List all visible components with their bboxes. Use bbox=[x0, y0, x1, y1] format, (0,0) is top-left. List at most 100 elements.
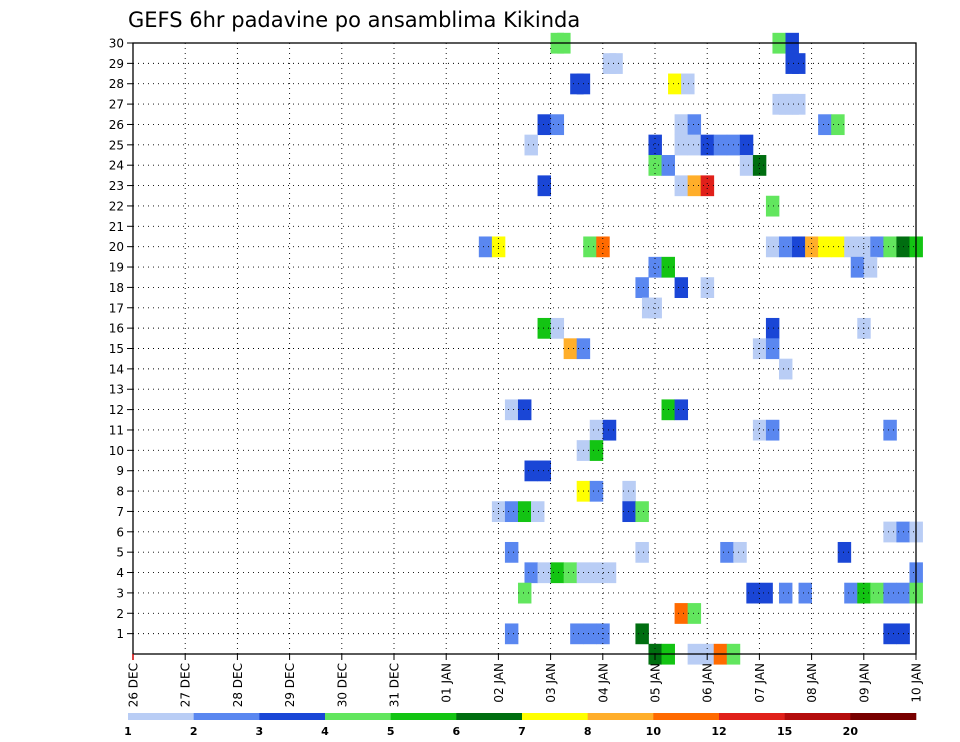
y-tick-label: 7 bbox=[116, 505, 124, 519]
x-tick-label: 06 JAN bbox=[701, 663, 715, 703]
heatmap-cell bbox=[687, 114, 702, 136]
colorbar-label: 7 bbox=[518, 725, 526, 738]
heatmap-cell bbox=[765, 236, 780, 258]
x-tick-label: 08 JAN bbox=[805, 663, 819, 703]
heatmap-cell bbox=[550, 562, 565, 584]
heatmap-cell bbox=[622, 480, 636, 502]
heatmap-cell bbox=[739, 134, 754, 156]
heatmap-cell bbox=[537, 460, 551, 482]
heatmap-cell bbox=[798, 582, 812, 604]
heatmap-cell bbox=[635, 277, 649, 298]
x-tick-label: 28 DEC bbox=[231, 663, 245, 707]
colorbar-label: 4 bbox=[321, 725, 329, 738]
heatmap-cell bbox=[778, 582, 793, 604]
heatmap-cell bbox=[674, 134, 689, 156]
colorbar-swatch bbox=[784, 713, 851, 720]
colorbar-label: 20 bbox=[843, 725, 859, 738]
heatmap-cell bbox=[537, 175, 551, 197]
x-tick-label: 05 JAN bbox=[649, 663, 663, 703]
y-tick-label: 16 bbox=[109, 322, 124, 336]
y-tick-label: 23 bbox=[109, 179, 124, 193]
x-tick-label: 26 DEC bbox=[127, 663, 141, 707]
colorbar-swatch bbox=[719, 713, 785, 720]
heatmap-cell bbox=[778, 358, 793, 380]
y-tick-label: 30 bbox=[109, 37, 124, 51]
colorbar-swatch bbox=[522, 713, 588, 720]
colorbar-label: 3 bbox=[256, 725, 264, 738]
heatmap-cell bbox=[700, 134, 715, 156]
heatmap-cell bbox=[883, 582, 897, 604]
heatmap-cell bbox=[844, 582, 858, 604]
heatmap-cell bbox=[668, 73, 682, 95]
colorbar-label: 6 bbox=[453, 725, 461, 738]
y-tick-label: 4 bbox=[116, 566, 124, 580]
heatmap-cell bbox=[674, 277, 689, 298]
heatmap-cell bbox=[765, 195, 780, 217]
colorbar-swatch bbox=[128, 713, 194, 720]
heatmap-cell bbox=[883, 623, 897, 645]
heatmap-cell bbox=[720, 541, 734, 563]
heatmap-cell bbox=[596, 236, 610, 258]
heatmap-cell bbox=[531, 501, 545, 523]
x-tick-label: 30 DEC bbox=[335, 663, 349, 707]
colorbar-label: 5 bbox=[387, 725, 395, 738]
heatmap-cell bbox=[537, 114, 551, 136]
heatmap-cell bbox=[504, 623, 519, 645]
colorbar-swatch bbox=[653, 713, 720, 720]
heatmap-cell bbox=[602, 562, 617, 584]
heatmap-cell bbox=[524, 562, 538, 584]
x-tick-label: 09 JAN bbox=[857, 663, 871, 703]
heatmap-cell bbox=[818, 236, 832, 258]
heatmap-cell bbox=[844, 236, 858, 258]
y-tick-label: 12 bbox=[109, 403, 124, 417]
heatmap-cell bbox=[883, 419, 897, 441]
heatmap-cell bbox=[674, 603, 689, 624]
heatmap-cell bbox=[570, 623, 584, 645]
colorbar-label: 12 bbox=[711, 725, 726, 738]
y-tick-label: 5 bbox=[116, 546, 124, 560]
colorbar-label: 10 bbox=[646, 725, 662, 738]
heatmap-cell bbox=[850, 256, 865, 278]
heatmap-cell bbox=[504, 541, 519, 563]
heatmap-cell bbox=[765, 338, 780, 360]
y-axis-ticks: 1234567891011121314151617181920212223242… bbox=[109, 37, 133, 641]
heatmap-cell bbox=[870, 236, 884, 258]
heatmap-cell bbox=[687, 603, 702, 624]
y-tick-label: 11 bbox=[109, 423, 124, 437]
y-tick-label: 29 bbox=[109, 57, 124, 71]
heatmap-cell bbox=[837, 541, 852, 563]
heatmap-cell bbox=[635, 501, 649, 523]
colorbar-swatch bbox=[390, 713, 457, 720]
heatmap-cell bbox=[778, 236, 793, 258]
heatmap-cell bbox=[831, 114, 845, 136]
colorbar-label: 2 bbox=[190, 725, 198, 738]
heatmap-cell bbox=[583, 623, 597, 645]
heatmap-cell bbox=[674, 114, 689, 136]
heatmap-cell bbox=[752, 419, 767, 441]
y-tick-label: 9 bbox=[116, 464, 124, 478]
heatmap-cell bbox=[883, 236, 897, 258]
heatmap-cell bbox=[563, 338, 578, 360]
colorbar-swatch bbox=[193, 713, 260, 720]
y-tick-label: 3 bbox=[116, 586, 124, 600]
x-axis-ticks: 26 DEC 27 DEC 28 DEC 29 DEC 30 DEC 31 DEC 01 J… bbox=[127, 654, 924, 707]
y-tick-label: 17 bbox=[109, 301, 124, 315]
heatmap-cell bbox=[700, 175, 715, 197]
y-tick-label: 10 bbox=[109, 444, 124, 458]
heatmap-cell bbox=[550, 114, 565, 136]
heatmap-cell bbox=[870, 582, 884, 604]
heatmap-cell bbox=[759, 582, 773, 604]
heatmap-cell bbox=[765, 317, 780, 339]
y-tick-label: 15 bbox=[109, 342, 124, 356]
y-tick-label: 18 bbox=[109, 281, 124, 295]
heatmap-cells bbox=[478, 32, 923, 665]
heatmap-cell bbox=[648, 134, 662, 156]
x-tick-label: 04 JAN bbox=[596, 663, 610, 703]
heatmap-cell bbox=[517, 399, 532, 421]
x-tick-label: 29 DEC bbox=[283, 663, 297, 707]
colorbar-swatch bbox=[456, 713, 523, 720]
colorbar-swatch bbox=[259, 713, 326, 720]
heatmap-cell bbox=[648, 256, 662, 278]
heatmap-cell bbox=[752, 155, 767, 176]
